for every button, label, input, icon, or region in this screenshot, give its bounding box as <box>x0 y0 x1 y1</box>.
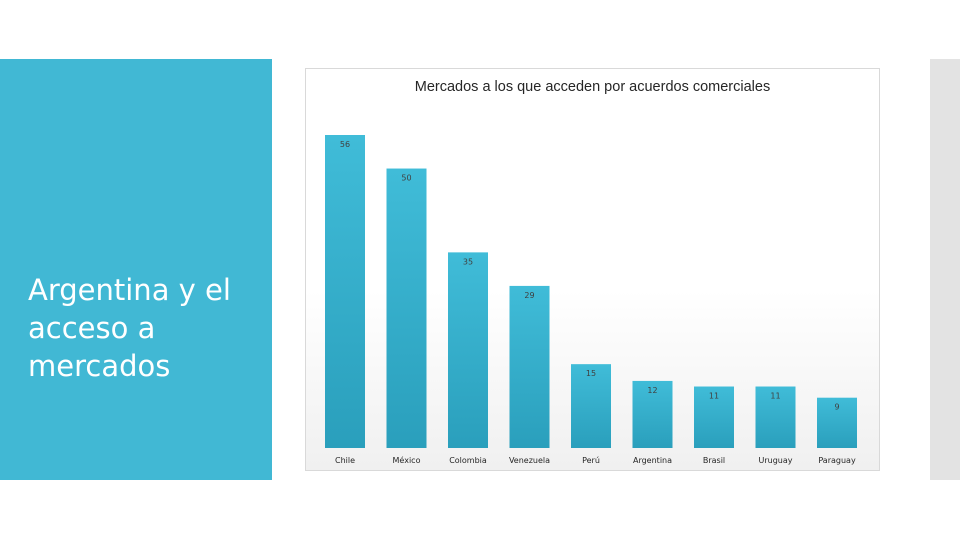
right-edge-strip <box>930 59 960 480</box>
slide-title: Argentina y el acceso a mercados <box>28 273 231 383</box>
bar-argentina <box>632 380 673 448</box>
title-panel: Argentina y el acceso a mercados <box>0 59 272 480</box>
category-label: Argentina <box>633 456 672 465</box>
chart-frame: Mercados a los que acceden por acuerdos … <box>305 68 880 471</box>
value-label: 29 <box>524 291 534 300</box>
value-label: 56 <box>340 140 350 149</box>
category-label: Brasil <box>703 456 725 465</box>
bar-venezuela <box>509 285 550 448</box>
category-label: Perú <box>582 456 600 465</box>
category-label: Paraguay <box>818 456 856 465</box>
category-label: Colombia <box>449 456 487 465</box>
value-label: 15 <box>586 369 596 378</box>
value-label: 9 <box>834 403 839 412</box>
value-label: 12 <box>647 386 657 395</box>
bar-perú <box>571 364 611 448</box>
bar-chart: 56 Chile 50 México 35 Colombia 29 Venezuela 15 Pe… <box>325 135 857 465</box>
value-label: 11 <box>709 392 719 401</box>
category-label: Chile <box>335 456 355 465</box>
bar-uruguay <box>755 386 796 448</box>
bar-chile <box>325 135 365 448</box>
chart-title: Mercados a los que acceden por acuerdos … <box>414 79 771 95</box>
category-label: Uruguay <box>759 456 793 465</box>
category-label: Venezuela <box>509 456 550 465</box>
value-label: 35 <box>463 257 473 266</box>
bar-brasil <box>694 386 734 448</box>
bar-colombia <box>448 252 488 448</box>
bar-méxico <box>386 168 427 448</box>
category-label: México <box>393 455 421 465</box>
value-label: 50 <box>401 174 411 183</box>
bar-paraguay <box>817 397 857 448</box>
value-label: 11 <box>770 392 780 401</box>
